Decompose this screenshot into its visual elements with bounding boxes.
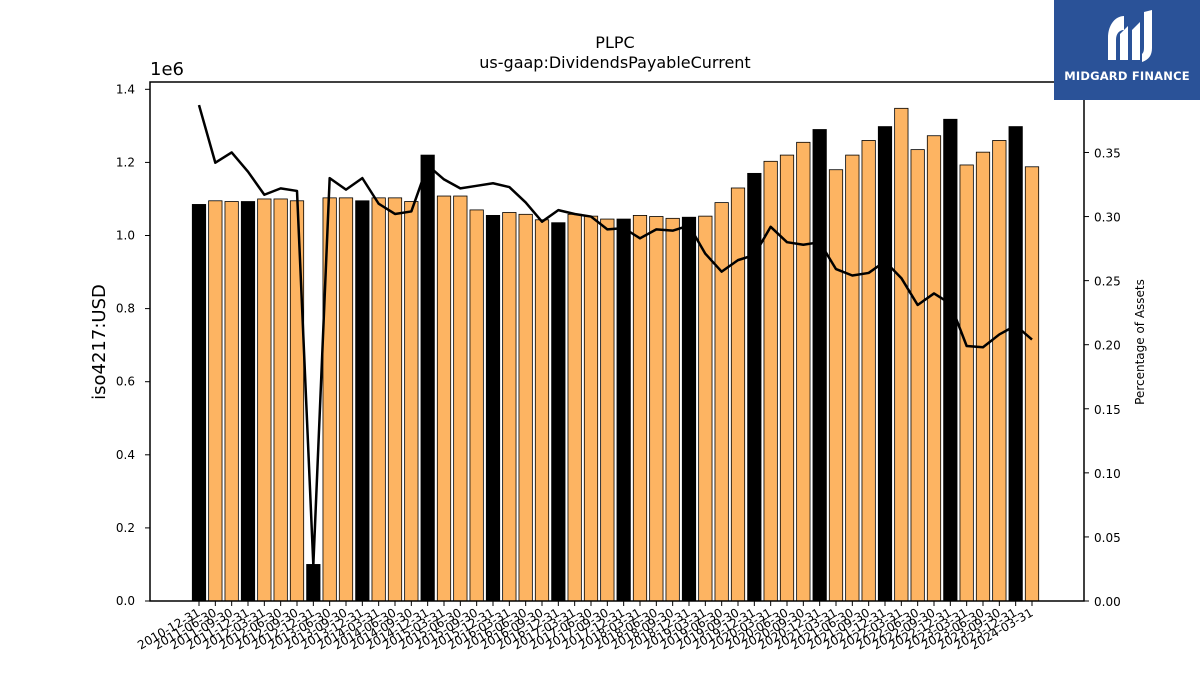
bar — [224, 201, 239, 602]
y2-tick-label: 0.10 — [1094, 467, 1121, 481]
bar — [355, 200, 370, 602]
plot-frame — [149, 81, 1085, 602]
bar — [191, 204, 207, 602]
bar — [306, 564, 321, 602]
bar — [240, 201, 256, 602]
logo-mark-icon — [1108, 10, 1152, 62]
y2-tick-label: 0.05 — [1094, 531, 1121, 545]
y-tick-label: 1.4 — [116, 82, 135, 96]
bar — [518, 213, 533, 602]
bar — [649, 216, 664, 602]
bar — [681, 216, 697, 602]
bar — [387, 197, 403, 602]
bar — [943, 118, 958, 602]
y-axis-label: iso4217:USD — [89, 284, 110, 400]
y2-tick-label: 0.25 — [1094, 275, 1121, 289]
bar — [469, 209, 484, 602]
bar — [502, 212, 517, 602]
y-tick-label: 0.0 — [116, 594, 135, 608]
right-axis-ticks: 0.00 0.05 0.10 0.15 0.20 0.25 0.30 0.35 — [1084, 146, 1121, 609]
y-tick-label: 0.6 — [116, 375, 135, 389]
bar — [1008, 126, 1023, 602]
line-group — [197, 104, 1033, 567]
bar — [992, 140, 1007, 602]
bar — [485, 214, 501, 602]
bar — [877, 126, 893, 602]
bar — [665, 217, 680, 602]
bar — [551, 222, 566, 602]
bar — [616, 218, 631, 602]
bar — [910, 149, 925, 602]
y2-tick-label: 0.15 — [1094, 403, 1121, 417]
y-tick-label: 0.4 — [116, 448, 135, 462]
bar — [698, 215, 713, 602]
bar — [975, 151, 991, 602]
bar — [404, 201, 419, 602]
bar — [632, 214, 648, 602]
x-axis-ticks: 2010-12-312011-06-302011-09-302011-12-31… — [135, 601, 1036, 652]
chart-title: PLPC — [595, 33, 634, 52]
logo: MIDGARD FINANCE — [1054, 0, 1200, 100]
y-offset-label: 1e6 — [150, 59, 184, 80]
chart-subtitle: us-gaap:DividendsPayableCurrent — [479, 53, 750, 72]
y2-tick-label: 0.30 — [1094, 211, 1121, 225]
bar — [861, 140, 876, 602]
bar — [371, 197, 386, 602]
left-axis-ticks: 0.0 0.2 0.4 0.6 0.8 1.0 1.2 1.4 — [116, 82, 150, 608]
y-tick-label: 0.2 — [116, 521, 135, 535]
bar — [1024, 166, 1040, 602]
bar — [257, 198, 272, 602]
bar — [926, 135, 942, 602]
y2-tick-label: 0.20 — [1094, 339, 1121, 353]
bar — [779, 154, 795, 602]
bars-group — [191, 107, 1040, 602]
bar — [730, 187, 746, 602]
logo-text: MIDGARD FINANCE — [1064, 69, 1190, 83]
bar — [420, 154, 435, 602]
y2-tick-label: 0.35 — [1094, 146, 1121, 160]
bar — [567, 213, 582, 602]
y-tick-label: 1.0 — [116, 229, 135, 243]
bar — [436, 195, 452, 602]
bar — [534, 219, 550, 602]
bar — [273, 198, 288, 602]
bar — [289, 200, 305, 602]
y-tick-label: 1.2 — [116, 155, 135, 169]
bar — [828, 169, 844, 602]
bar — [583, 215, 599, 602]
bar — [845, 154, 860, 602]
bar — [208, 200, 223, 602]
y2-axis-label: Percentage of Assets — [1133, 279, 1147, 405]
bar — [338, 197, 354, 602]
bar — [959, 164, 974, 602]
bar — [747, 172, 762, 602]
bar — [714, 202, 729, 602]
y2-tick-label: 0.00 — [1094, 595, 1121, 609]
bar — [453, 195, 468, 602]
bar — [812, 129, 827, 602]
bar — [322, 197, 337, 602]
y-tick-label: 0.8 — [116, 302, 135, 316]
percentage-line — [197, 104, 1033, 567]
bar — [600, 218, 615, 602]
bar — [796, 141, 811, 602]
bar — [894, 107, 909, 602]
